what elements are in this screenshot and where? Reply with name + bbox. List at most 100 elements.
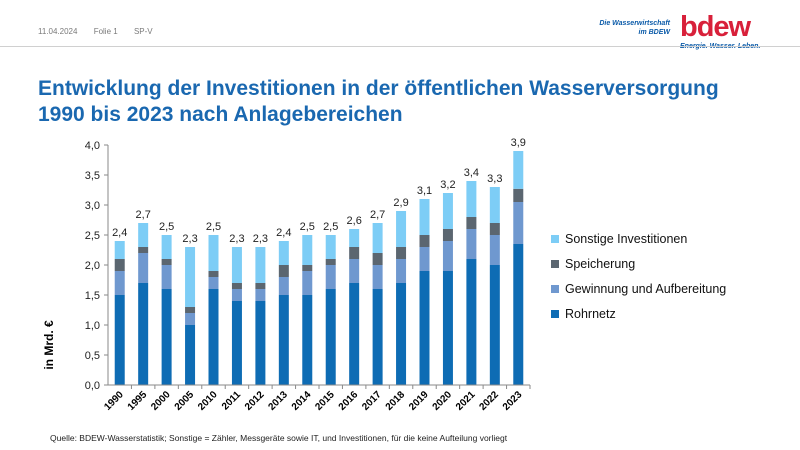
bar-sonstige-investitionen-2011 (231, 247, 242, 283)
bar-sonstige-investitionen-2019 (419, 199, 430, 235)
total-label-2000: 2,5 (159, 221, 174, 233)
legend-swatch-gewinnung-und-aufbereitung (551, 285, 559, 293)
slide-number: Folie 1 (93, 27, 118, 36)
x-tick-label-2005: 2005 (173, 389, 197, 413)
total-labels: 2,4 2,7 2,5 2,3 2,5 2,3 2,3 2,4 2,5 2,5 2,6 2,7 2,9 3… (112, 137, 526, 245)
y-tick-label: 2,0 (85, 260, 100, 272)
bar-speicherung-2018 (396, 247, 407, 259)
bar-stacks (114, 151, 524, 385)
bar-rohrnetz-2015 (325, 289, 336, 385)
bar-gewinnung-und-aufbereitung-2013 (278, 277, 289, 295)
bar-gewinnung-und-aufbereitung-2018 (396, 259, 407, 283)
total-label-1990: 2,4 (112, 227, 127, 239)
x-tick-label-2014: 2014 (290, 389, 314, 413)
bar-gewinnung-und-aufbereitung-2021 (466, 229, 477, 259)
x-axis: 1990 1995 2000 2005 2010 2011 2012 2013 2014 2015… (102, 384, 531, 413)
y-tick-label: 3,5 (85, 170, 100, 182)
bar-speicherung-1995 (138, 247, 149, 253)
legend-swatch-speicherung (551, 260, 559, 268)
bar-gewinnung-und-aufbereitung-2011 (231, 289, 242, 301)
bar-speicherung-2017 (372, 253, 383, 265)
bar-rohrnetz-2022 (489, 265, 500, 385)
legend-label-speicherung: Speicherung (565, 257, 635, 271)
x-tick-label-2012: 2012 (243, 389, 267, 413)
bar-gewinnung-und-aufbereitung-2022 (489, 235, 500, 265)
bar-sonstige-investitionen-2023 (513, 151, 524, 189)
bar-rohrnetz-2010 (208, 289, 219, 385)
total-label-2022: 3,3 (487, 173, 502, 185)
bar-speicherung-2005 (185, 307, 196, 313)
bar-rohrnetz-2017 (372, 289, 383, 385)
bar-gewinnung-und-aufbereitung-2017 (372, 265, 383, 289)
x-tick-label-2021: 2021 (454, 389, 478, 413)
total-label-2010: 2,5 (206, 221, 221, 233)
slide-meta: 11.04.2024 Folie 1 SP-V (38, 27, 167, 36)
y-tick-label: 2,5 (85, 230, 100, 242)
x-tick-label-2010: 2010 (196, 389, 220, 413)
bar-sonstige-investitionen-2010 (208, 235, 219, 271)
bar-gewinnung-und-aufbereitung-2014 (302, 271, 313, 295)
slide-title-line2: 1990 bis 2023 nach Anlagebereichen (38, 103, 403, 126)
total-label-2005: 2,3 (182, 233, 197, 245)
y-tick-label: 4,0 (85, 140, 100, 152)
bar-sonstige-investitionen-1995 (138, 223, 149, 247)
bar-speicherung-2015 (325, 259, 336, 265)
x-tick-label-1990: 1990 (102, 389, 126, 413)
legend-swatch-rohrnetz (551, 310, 559, 318)
brand-tagline-line1: Die Wasserwirtschaft (599, 20, 670, 27)
investment-chart: 0,0 0,5 1,0 1,5 2,0 2,5 3,0 3,5 4,0 2,4 2,7 2,5 2,3… (42, 137, 726, 413)
x-tick-label-1995: 1995 (126, 389, 150, 413)
bar-rohrnetz-1990 (114, 295, 125, 385)
bar-sonstige-investitionen-2018 (396, 211, 407, 247)
y-tick-label: 0,5 (85, 350, 100, 362)
bar-gewinnung-und-aufbereitung-2012 (255, 289, 266, 301)
total-label-2023: 3,9 (511, 137, 526, 149)
bar-speicherung-2016 (349, 247, 360, 259)
bar-rohrnetz-2023 (513, 244, 524, 385)
bar-rohrnetz-2020 (442, 271, 453, 385)
legend-label-sonstige-investitionen: Sonstige Investitionen (565, 232, 687, 246)
bar-speicherung-2011 (231, 283, 242, 289)
bdew-logo: bdew Energie. Wasser. Leben. (680, 12, 780, 50)
legend-swatch-sonstige-investitionen (551, 235, 559, 243)
x-tick-label-2000: 2000 (149, 389, 173, 413)
bar-sonstige-investitionen-2000 (161, 235, 172, 259)
total-label-2019: 3,1 (417, 185, 432, 197)
bar-rohrnetz-2019 (419, 271, 430, 385)
total-label-2012: 2,3 (253, 233, 268, 245)
x-tick-label-2022: 2022 (477, 389, 501, 413)
y-tick-label: 1,0 (85, 320, 100, 332)
bar-gewinnung-und-aufbereitung-2020 (442, 241, 453, 271)
legend-label-gewinnung-und-aufbereitung: Gewinnung und Aufbereitung (565, 282, 726, 296)
bar-gewinnung-und-aufbereitung-2023 (513, 202, 524, 244)
bar-sonstige-investitionen-2021 (466, 181, 477, 217)
bar-rohrnetz-1995 (138, 283, 149, 385)
bar-speicherung-2022 (489, 223, 500, 235)
total-label-2018: 2,9 (393, 197, 408, 209)
total-label-2020: 3,2 (440, 179, 455, 191)
source-note: Quelle: BDEW-Wasserstatistik; Sonstige =… (50, 433, 508, 443)
brand-tagline-line2: im BDEW (638, 29, 671, 36)
bar-sonstige-investitionen-2020 (442, 193, 453, 229)
slide-title-line1: Entwicklung der Investitionen in der öff… (38, 77, 719, 100)
bar-gewinnung-und-aufbereitung-1990 (114, 271, 125, 295)
x-tick-label-2013: 2013 (266, 389, 290, 413)
total-label-2015: 2,5 (323, 221, 338, 233)
logo-wordmark: bdew (680, 11, 751, 43)
department-code: SP-V (133, 27, 153, 36)
bar-rohrnetz-2011 (231, 301, 242, 385)
y-axis: 0,0 0,5 1,0 1,5 2,0 2,5 3,0 3,5 4,0 (85, 140, 109, 392)
bar-gewinnung-und-aufbereitung-2016 (349, 259, 360, 283)
total-label-1995: 2,7 (136, 209, 151, 221)
x-tick-label-2017: 2017 (360, 389, 384, 413)
bar-speicherung-1990 (114, 259, 125, 271)
bar-speicherung-2013 (278, 265, 289, 277)
y-tick-label: 3,0 (85, 200, 100, 212)
bar-speicherung-2021 (466, 217, 477, 229)
x-tick-label-2020: 2020 (431, 389, 455, 413)
bar-rohrnetz-2013 (278, 295, 289, 385)
x-tick-label-2011: 2011 (220, 389, 243, 412)
bar-rohrnetz-2000 (161, 289, 172, 385)
bar-speicherung-2020 (442, 229, 453, 241)
total-label-2017: 2,7 (370, 209, 385, 221)
